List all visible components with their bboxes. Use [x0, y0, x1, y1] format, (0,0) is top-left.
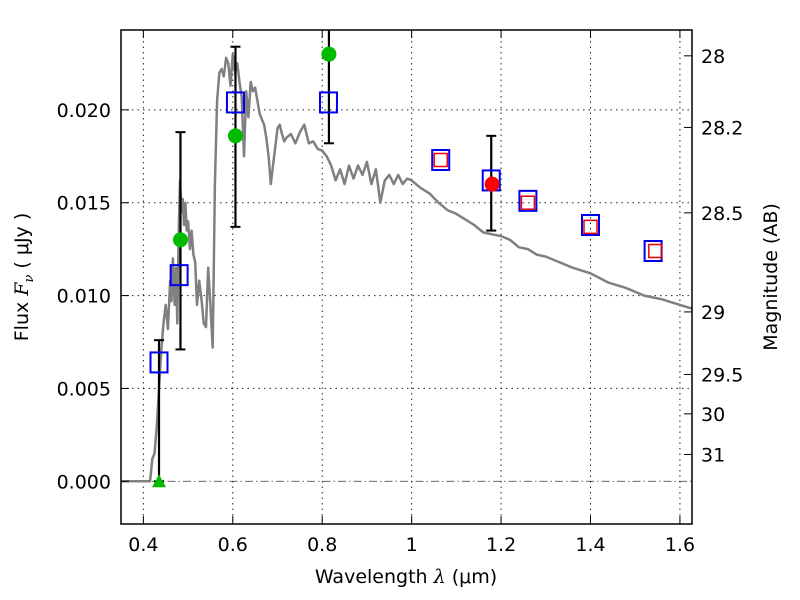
upper-limit-triangle — [152, 474, 167, 488]
y2-tick-label: 30 — [701, 404, 725, 426]
observed-point-red — [484, 176, 500, 192]
x-tick-label: 1.2 — [486, 534, 516, 556]
x-tick-label: 1 — [406, 534, 418, 556]
model-photometry-square — [580, 214, 600, 236]
model-photometry-square — [169, 264, 189, 287]
model-photometry-inner-square — [583, 219, 598, 235]
y-axis-label: Flux Fν ( μJy ) — [11, 213, 37, 342]
y-tick-label: 0.020 — [57, 100, 111, 122]
x-tick-label: 1.6 — [665, 534, 695, 556]
observed-point-green — [227, 128, 243, 144]
plot-area — [121, 30, 692, 488]
x-tick-label: 1.4 — [575, 534, 605, 556]
model-photometry-square — [431, 149, 451, 171]
y-tick-label: 0.015 — [57, 193, 111, 215]
x-axis-label: Wavelength λ (μm) — [315, 566, 497, 588]
y2-tick-label: 29 — [701, 302, 725, 324]
model-spectrum-line — [121, 52, 692, 483]
grid — [121, 30, 692, 524]
model-photometry-inner-square — [648, 243, 663, 259]
model-photometry-square — [225, 91, 245, 114]
y2-axis-label: Magnitude (AB) — [760, 203, 782, 351]
model-photometry-inner-square — [433, 152, 448, 168]
x-tick-label: 0.4 — [128, 534, 158, 556]
ticks: 0.4 0.6 0.8 1 1.2 1.4 1.6 0.000 0.005 0.010 0.015 0… — [57, 30, 743, 556]
y2-tick-label: 28.5 — [701, 203, 743, 225]
model-photometry-square — [518, 189, 538, 212]
observed-point-green — [172, 232, 188, 248]
y-tick-label: 0.000 — [57, 471, 111, 493]
y-tick-label: 0.010 — [57, 286, 111, 308]
axes-frame — [120, 29, 693, 525]
model-photometry-square — [149, 351, 169, 374]
observed-point-green — [321, 46, 337, 62]
y2-tick-label: 31 — [701, 444, 725, 466]
x-tick-label: 0.8 — [307, 534, 337, 556]
y2-tick-label: 29.5 — [701, 364, 743, 386]
y2-tick-label: 28.2 — [701, 117, 743, 139]
y2-tick-label: 28 — [701, 46, 725, 68]
model-photometry-square — [318, 91, 338, 114]
x-tick-label: 0.6 — [218, 534, 248, 556]
model-photometry-inner-square — [520, 195, 536, 210]
y-tick-label: 0.005 — [57, 378, 111, 400]
